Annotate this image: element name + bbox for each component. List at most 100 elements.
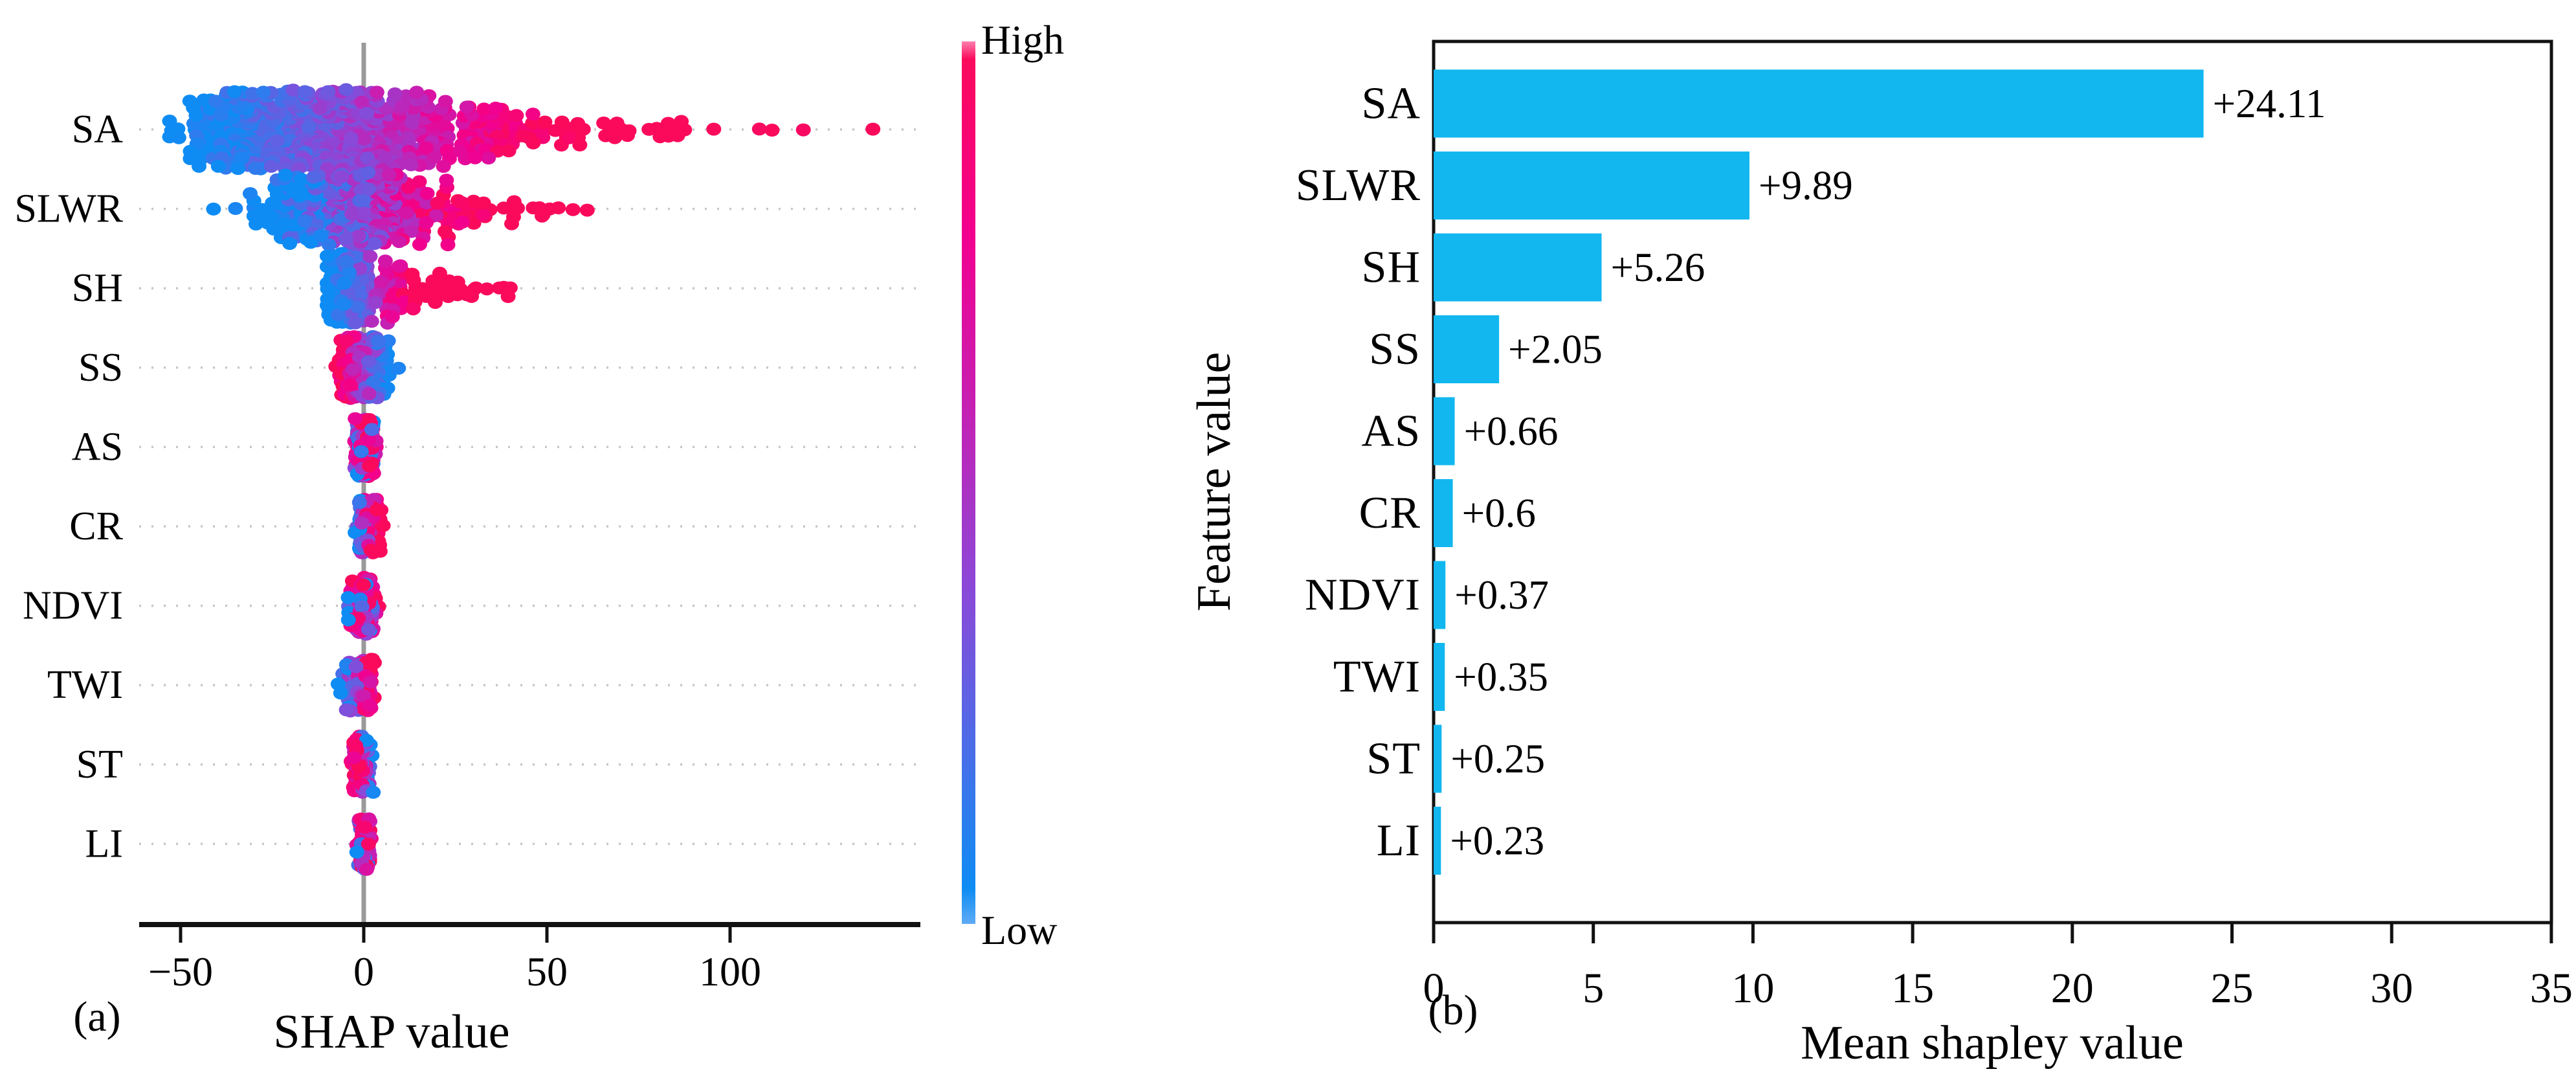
shap-dot	[297, 85, 313, 98]
shap-dot	[401, 181, 416, 194]
shap-dot	[764, 124, 780, 137]
shap-dot	[361, 355, 376, 368]
shap-dot	[366, 785, 381, 799]
shap-dot	[476, 102, 492, 116]
shap-dot	[243, 187, 258, 200]
shap-dot	[515, 129, 531, 142]
shap-dot	[344, 131, 359, 145]
panel-a-tag: (a)	[73, 993, 120, 1040]
feature-label-b-SA: SA	[1362, 79, 1421, 129]
shap-dot	[428, 296, 443, 309]
shap-dot	[351, 229, 366, 243]
shap-dot	[348, 316, 363, 330]
bar-feature-labels: SA SLWR SH SS AS CR NDVI TWI ST LI	[1296, 79, 1421, 866]
shap-dot	[399, 206, 414, 219]
bar-CR	[1434, 479, 1453, 547]
shap-dot	[339, 334, 354, 348]
bar-value-label-SS: +2.05	[1508, 327, 1603, 372]
shap-dot	[361, 387, 377, 401]
tick-label-a-0: −50	[148, 949, 213, 994]
shap-dot	[210, 159, 226, 173]
shap-dot	[362, 675, 378, 689]
shap-dot	[354, 516, 370, 530]
bar-value-label-AS: +0.66	[1464, 409, 1559, 454]
beeswarm-dots-SS	[328, 330, 406, 405]
shap-dot	[228, 202, 243, 215]
shap-dot	[501, 144, 516, 157]
bar-LI	[1434, 807, 1441, 875]
shap-dot	[361, 166, 376, 179]
shap-dot	[454, 216, 470, 229]
tick-label-b-6: 30	[2370, 965, 2413, 1012]
shap-dot	[208, 95, 223, 108]
shap-dot	[162, 115, 177, 128]
shap-dot	[504, 217, 519, 230]
tick-label-b-1: 5	[1582, 965, 1604, 1012]
shap-dot	[412, 175, 427, 188]
colorbar: High Low	[962, 17, 1064, 953]
bar-SS	[1434, 315, 1500, 383]
shap-dot	[361, 433, 376, 447]
shap-dot	[256, 85, 271, 99]
shap-dot	[466, 216, 482, 230]
beeswarm-dots-TWI	[330, 653, 382, 718]
shap-dot	[551, 201, 566, 214]
x-axis-title-a: SHAP value	[273, 1005, 509, 1059]
bar-value-label-LI: +0.23	[1450, 818, 1544, 864]
bar-SLWR	[1434, 152, 1749, 219]
shap-dot	[366, 376, 381, 389]
bar-NDVI	[1434, 561, 1446, 629]
shap-dot	[313, 229, 329, 242]
shap-dot	[171, 131, 186, 144]
bar-value-label-SH: +5.26	[1611, 245, 1705, 290]
shap-dot	[579, 203, 595, 217]
shap-dot	[344, 207, 359, 221]
shap-dot	[412, 238, 427, 251]
shap-dot	[362, 699, 377, 712]
beeswarm-dots-NDVI	[340, 570, 386, 641]
bar-SA	[1434, 69, 2204, 138]
feature-label-a-NDVI: NDVI	[23, 584, 123, 628]
feature-label-b-TWI: TWI	[1333, 652, 1421, 702]
panel-b-tag: (b)	[1428, 987, 1478, 1034]
shap-dot	[354, 95, 370, 109]
feature-label-a-SA: SA	[72, 107, 123, 152]
bar-value-label-TWI: +0.35	[1454, 655, 1548, 700]
beeswarm-dots-SA	[162, 83, 881, 176]
bar-series: +24.11 +9.89 +5.26+2.05 +0.66 +0.6 +0.37 +0.35…	[1434, 69, 2326, 875]
bar-value-label-SLWR: +9.89	[1759, 163, 1853, 208]
feature-label-a-SLWR: SLWR	[14, 187, 123, 231]
shap-dot	[331, 308, 346, 321]
shap-dot	[319, 249, 335, 263]
shap-dot	[342, 265, 357, 279]
tick-label-b-2: 10	[1731, 965, 1774, 1012]
shap-dot	[348, 660, 364, 673]
shap-dot	[598, 129, 614, 142]
shap-dot	[227, 85, 242, 98]
shap-dot	[370, 334, 386, 348]
shap-dot	[333, 686, 348, 700]
shap-dot	[377, 151, 393, 164]
shap-dot	[369, 85, 384, 99]
shap-dot	[459, 100, 474, 114]
shap-dot	[491, 281, 507, 295]
shap-dot	[339, 703, 354, 717]
shap-dot	[373, 275, 389, 288]
shap-dot	[357, 207, 372, 220]
bar-value-label-NDVI: +0.37	[1454, 572, 1549, 618]
shap-dot	[361, 183, 377, 196]
y-axis-title-b: Feature value	[1188, 352, 1241, 612]
shap-dot	[248, 162, 263, 175]
shap-dot	[440, 238, 456, 251]
shap-dot	[674, 115, 689, 128]
shap-dot	[432, 266, 447, 280]
bar-AS	[1434, 397, 1455, 466]
shap-dot	[467, 151, 483, 164]
shap-dot	[303, 236, 318, 249]
shap-dot	[418, 141, 434, 155]
shap-dot	[364, 315, 379, 328]
shap-dot	[481, 152, 496, 164]
shap-dot	[348, 739, 363, 752]
shap-dot	[381, 168, 397, 182]
shap-dot	[454, 196, 469, 209]
